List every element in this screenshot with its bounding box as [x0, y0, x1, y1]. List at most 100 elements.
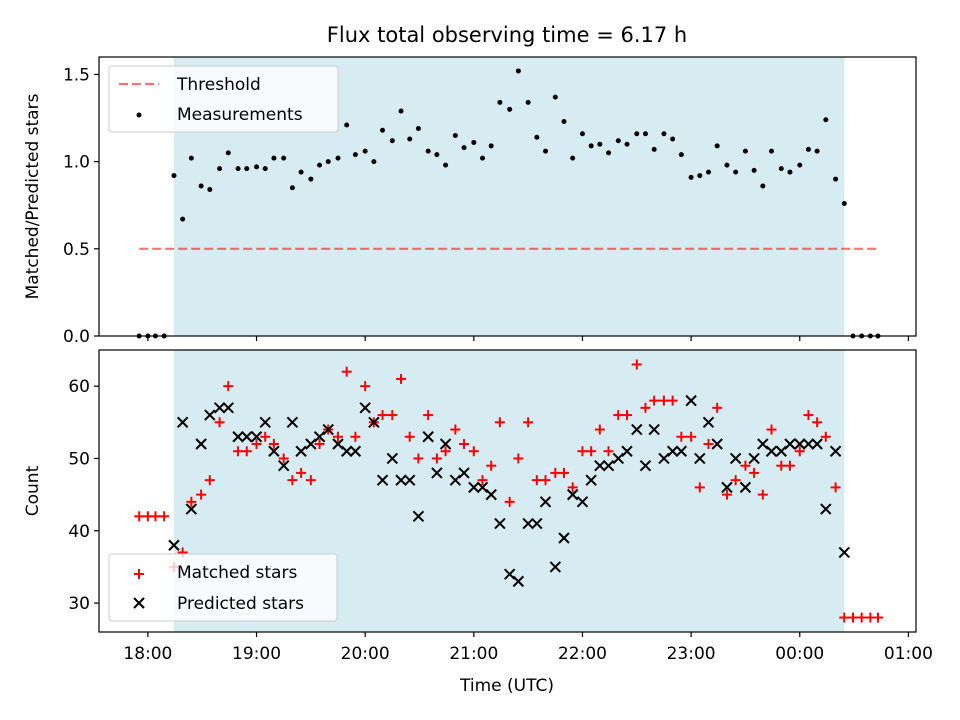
predicted-point — [621, 445, 633, 457]
matched-point — [486, 460, 497, 471]
predicted-point — [485, 488, 497, 501]
measurement-point — [398, 108, 404, 114]
predicted-point — [404, 474, 416, 486]
measurement-point — [823, 117, 829, 123]
measurement-point — [488, 143, 494, 149]
measurement-point — [507, 106, 513, 112]
predicted-point — [185, 503, 198, 515]
predicted-point — [349, 445, 362, 457]
predicted-point — [531, 517, 543, 530]
measurement-point — [352, 152, 358, 158]
measurement-point — [480, 155, 486, 161]
measurement-point — [634, 131, 640, 137]
measurement-point — [407, 136, 413, 142]
measurement-point — [525, 99, 531, 105]
matched-point — [794, 446, 805, 457]
matched-point — [803, 410, 814, 421]
predicted-point — [711, 438, 723, 450]
measurement-point — [534, 134, 540, 140]
matched-point — [830, 482, 841, 493]
measurement-point — [207, 187, 213, 193]
measurement-point — [452, 132, 458, 138]
matched-point — [531, 475, 542, 486]
predicted-point — [439, 438, 452, 450]
predicted-point — [268, 445, 280, 457]
x-tick-label: 21:00 — [449, 644, 498, 664]
measurement-point — [705, 169, 711, 175]
legend: Matched stars Predicted stars — [108, 553, 338, 622]
predicted-point — [295, 445, 307, 457]
measurement-point — [198, 183, 204, 189]
matched-point — [404, 431, 415, 442]
matched-point — [223, 381, 234, 392]
matched-point — [622, 410, 633, 421]
ratio-panel: 0.0 0.5 1.0 1.5 Matched/Predicted stars Thres… — [23, 56, 917, 347]
predicted-point — [549, 561, 562, 573]
measurement-point — [317, 162, 323, 168]
matched-point — [686, 431, 697, 442]
matched-point — [504, 496, 515, 507]
predicted-point — [558, 532, 570, 544]
measurement-point — [325, 159, 331, 165]
matched-point — [305, 475, 316, 486]
predicted-point — [594, 459, 606, 472]
predicted-point — [765, 445, 778, 457]
matched-point — [586, 446, 597, 457]
measurement-point — [597, 141, 603, 147]
y-tick-label: 1.5 — [63, 65, 90, 85]
measurement-point — [225, 150, 231, 156]
predicted-point — [386, 452, 399, 465]
matched-point — [333, 431, 344, 442]
matched-point — [649, 395, 660, 406]
x-tick-label: 00:00 — [775, 644, 824, 664]
matched-point — [712, 402, 723, 413]
predicted-point — [168, 539, 180, 551]
predicted-point — [658, 452, 670, 465]
measurement-point — [606, 150, 612, 156]
measurement-point — [188, 155, 194, 161]
predicted-point — [648, 423, 660, 436]
matched-point — [459, 439, 470, 449]
matched-point — [812, 417, 823, 428]
measurement-point — [380, 127, 386, 133]
predicted-point — [729, 452, 742, 465]
measurement-point — [362, 148, 368, 154]
matched-point — [196, 489, 207, 500]
measurement-point — [235, 166, 241, 172]
matched-point — [477, 475, 488, 486]
matched-point — [396, 373, 407, 384]
measurement-point — [724, 162, 730, 168]
predicted-point — [494, 517, 506, 530]
measurement-point — [171, 173, 177, 179]
measurement-point — [461, 145, 467, 151]
y-tick-label: 0.5 — [63, 240, 90, 260]
y-axis-label: Count — [23, 465, 43, 516]
matched-point — [214, 417, 225, 428]
measurement-point — [588, 143, 594, 149]
predicted-point — [820, 503, 832, 515]
matched-point — [703, 439, 714, 449]
predicted-point — [232, 431, 244, 443]
predicted-point — [422, 431, 434, 443]
plot-frame — [98, 56, 917, 337]
predicted-point — [241, 431, 253, 443]
matched-point — [241, 446, 252, 457]
matched-point — [523, 417, 534, 428]
matched-point — [839, 612, 850, 623]
legend-box — [108, 553, 338, 622]
x-tick-label: 01:00 — [884, 644, 933, 664]
matched-point — [186, 496, 197, 507]
measurement-point — [661, 131, 667, 137]
predicted-point — [811, 438, 823, 450]
matched-point — [631, 359, 642, 370]
predicted-point — [412, 510, 425, 523]
matched-point — [440, 446, 451, 457]
predicted-point — [694, 452, 706, 465]
predicted-point — [449, 474, 462, 486]
matched-point — [667, 395, 678, 406]
measurement-point — [281, 155, 287, 161]
measurement-point — [552, 94, 558, 100]
legend-predicted-swatch — [133, 597, 145, 609]
predicted-point — [332, 438, 344, 450]
